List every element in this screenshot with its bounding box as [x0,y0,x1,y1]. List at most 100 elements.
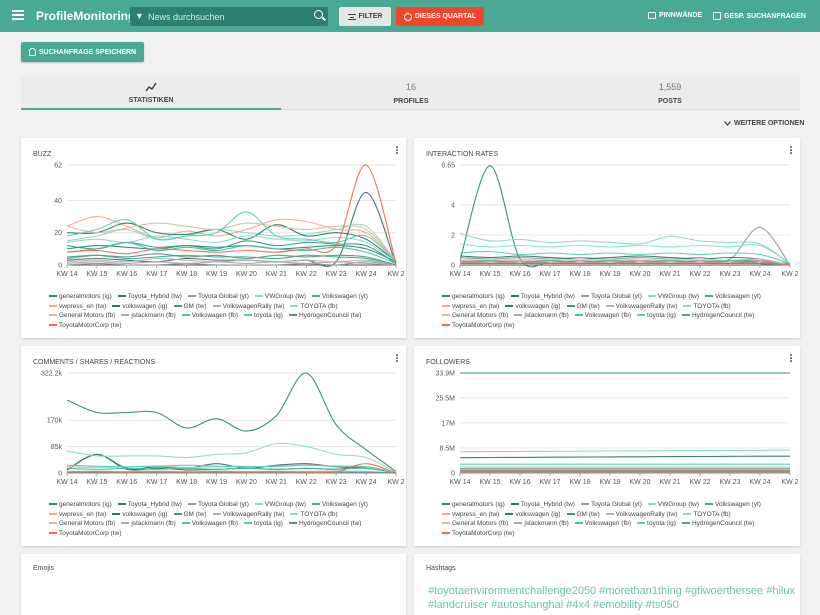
legend-item[interactable]: TOYOTA (fb) [683,302,731,312]
legend-item[interactable]: Volkswagen (yt) [312,500,368,510]
legend-item[interactable]: volkswagen (ig) [112,302,168,312]
save-query-button[interactable]: SUCHANFRAGE SPEICHERN [21,42,144,62]
chevron-down-icon[interactable]: ▼ [135,11,144,21]
legend-item[interactable]: VolkswagenRally (tw) [212,302,284,312]
legend-item[interactable]: HydrogenCouncil (tw) [288,519,361,529]
legend-item[interactable]: jstackmann (fb) [121,311,176,321]
legend-item[interactable]: GM (tw) [566,302,600,312]
legend-item[interactable]: HydrogenCouncil (tw) [681,519,754,529]
legend-item[interactable]: Volkswagen (yt) [705,500,761,510]
legend-item[interactable]: ToyotaMotorCorp (tw) [49,529,122,539]
hashtag[interactable]: #morethan1thing [599,585,685,597]
legend-item[interactable]: VWGroup (tw) [647,500,699,510]
saved-searches-link[interactable]: GESP. SUCHANFRAGEN [713,12,806,20]
legend-item[interactable]: Volkswagen (fb) [181,311,238,321]
legend-item[interactable]: generalmotors (ig) [442,500,505,510]
tab-statistics[interactable]: STATISTIKEN [21,77,281,110]
legend-item[interactable]: Volkswagen (fb) [574,519,631,529]
search-box[interactable]: ▼ [130,7,328,26]
legend-item[interactable]: Volkswagen (fb) [574,311,631,321]
legend-item[interactable]: jstackmann (fb) [121,519,176,529]
app-title[interactable]: ProfileMonitoring [36,9,136,23]
legend-item[interactable]: volkswagen (ig) [505,302,561,312]
hashtag[interactable]: #toyotaenvironmentchallenge2050 [428,585,600,597]
legend-item[interactable]: generalmotors (ig) [49,292,112,302]
legend-item[interactable]: VWGroup (tw) [254,500,306,510]
legend-item[interactable]: vwpress_en (tw) [49,510,106,520]
legend-swatch [681,314,690,317]
hashtag[interactable]: #gtiwoerthersee [684,585,767,597]
legend-item[interactable]: ToyotaMotorCorp (tw) [442,529,515,539]
x-tick-label: KW 2 [781,479,798,486]
legend-swatch [705,295,714,298]
search-input[interactable] [148,9,308,24]
legend-item[interactable]: Toyota Global (yt) [580,292,642,302]
more-vert-icon[interactable] [396,354,399,364]
legend-swatch [442,295,450,298]
legend-item[interactable]: General Motors (fb) [49,519,115,529]
tab-profiles[interactable]: 16 PROFILES [281,77,541,110]
legend-item[interactable]: General Motors (fb) [49,311,115,321]
more-vert-icon[interactable] [790,354,793,364]
legend-item[interactable]: vwpress_en (tw) [442,302,499,312]
legend-item[interactable]: VolkswagenRally (tw) [212,510,284,520]
legend-item[interactable]: jstackmann (fb) [514,311,569,321]
legend-item[interactable]: Volkswagen (yt) [705,292,761,302]
legend-item[interactable]: VolkswagenRally (tw) [605,510,677,520]
legend-item[interactable]: General Motors (fb) [442,311,508,321]
tab-posts[interactable]: 1,559 POSTS [540,77,800,110]
legend-item[interactable]: ToyotaMotorCorp (tw) [49,321,122,331]
legend-item[interactable]: ToyotaMotorCorp (tw) [442,321,515,331]
hashtag[interactable]: #autoshanghai [490,599,567,611]
more-options-toggle[interactable]: WEITERE OPTIONEN [724,120,804,127]
legend-item[interactable]: TOYOTA (fb) [683,510,731,520]
legend-item[interactable]: VolkswagenRally (tw) [605,302,677,312]
legend-item[interactable]: Toyota_Hybrid (tw) [117,292,182,302]
x-tick-label: KW 18 [176,479,197,486]
search-icon[interactable] [314,10,323,19]
more-vert-icon[interactable] [790,146,793,156]
hashtag[interactable]: #hilux [766,585,795,597]
legend-item[interactable]: generalmotors (ig) [442,292,505,302]
pinboards-link[interactable]: PINNWÄNDE [648,12,702,19]
legend-item[interactable]: Toyota Global (yt) [187,292,249,302]
legend-item[interactable]: jstackmann (fb) [514,519,569,529]
legend-item[interactable]: toyota (ig) [244,311,283,321]
legend-item[interactable]: GM (tw) [173,510,207,520]
hashtag[interactable]: #ts050 [645,599,679,611]
legend-item[interactable]: Volkswagen (fb) [181,519,238,529]
legend-item[interactable]: HydrogenCouncil (tw) [288,311,361,321]
hashtag[interactable]: #landcruiser [428,599,491,611]
legend-item[interactable]: TOYOTA (fb) [290,510,338,520]
legend-item[interactable]: Toyota Global (yt) [187,500,249,510]
interaction-rates-chart: 0 2 4 6.65 KW 14 KW 15 KW 16 KW 17 KW 18 KW 19 KW … [441,163,798,279]
hamburger-menu-icon[interactable] [12,10,24,20]
legend-item[interactable]: vwpress_en (tw) [442,510,499,520]
legend-item[interactable]: generalmotors (ig) [49,500,112,510]
x-tick-label: KW 21 [659,479,680,486]
legend-item[interactable]: toyota (ig) [637,519,676,529]
legend-item[interactable]: toyota (ig) [637,311,676,321]
legend-item[interactable]: Toyota_Hybrid (tw) [117,500,182,510]
legend-item[interactable]: Toyota_Hybrid (tw) [510,500,575,510]
hashtag[interactable]: #emobility [593,599,646,611]
filter-button[interactable]: FILTER [339,7,391,26]
legend-item[interactable]: volkswagen (ig) [112,510,168,520]
legend-item[interactable]: General Motors (fb) [442,519,508,529]
hashtag[interactable]: #4x4 [566,599,594,611]
legend-item[interactable]: VWGroup (tw) [647,292,699,302]
legend-item[interactable]: Toyota Global (yt) [580,500,642,510]
legend-item[interactable]: VWGroup (tw) [254,292,306,302]
legend-item[interactable]: HydrogenCouncil (tw) [681,311,754,321]
legend-item[interactable]: toyota (ig) [244,519,283,529]
legend-item[interactable]: Toyota_Hybrid (tw) [510,292,575,302]
legend-item[interactable]: Volkswagen (yt) [312,292,368,302]
legend-item[interactable]: GM (tw) [566,510,600,520]
legend-item[interactable]: GM (tw) [173,302,207,312]
y-tick-label: 4 [451,202,455,209]
legend-item[interactable]: volkswagen (ig) [505,510,561,520]
legend-item[interactable]: vwpress_en (tw) [49,302,106,312]
date-range-button[interactable]: DIESES QUARTAL [396,7,484,26]
legend-item[interactable]: TOYOTA (fb) [290,302,338,312]
more-vert-icon[interactable] [396,146,399,156]
